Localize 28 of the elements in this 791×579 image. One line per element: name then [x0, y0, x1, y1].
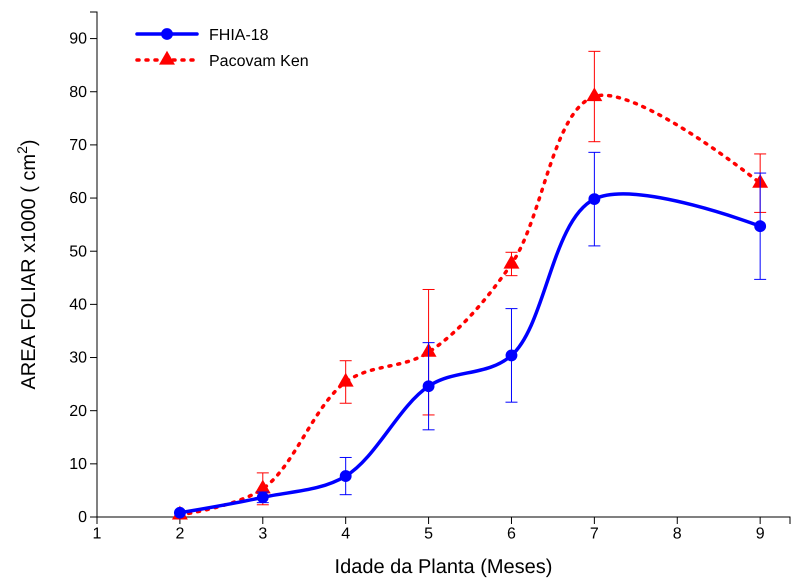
x-tick-label: 1 [92, 525, 102, 542]
y-tick-label: 30 [69, 350, 88, 367]
y-tick-label: 90 [69, 30, 88, 48]
x-tick-label: 5 [424, 525, 434, 542]
x-tick-label: 8 [672, 525, 682, 542]
point [422, 380, 434, 392]
x-tick-label: 6 [507, 525, 516, 542]
y-tick-label: 80 [69, 84, 88, 101]
point [340, 470, 352, 482]
point [586, 87, 602, 102]
y-tick-label: 0 [78, 509, 88, 526]
x-tick-label: 2 [175, 525, 184, 542]
point [504, 254, 520, 269]
legend-label: FHIA-18 [209, 27, 269, 44]
x-tick-label: 7 [590, 525, 599, 542]
y-tick-label: 20 [69, 402, 88, 420]
y-tick-label: 40 [69, 296, 88, 314]
x-tick-label: 9 [756, 525, 765, 542]
x-axis-title: Idade da Planta (Meses) [334, 556, 552, 578]
y-tick-label: 10 [69, 456, 88, 473]
y-tick-label: 70 [69, 137, 88, 154]
legend-label: Pacovam Ken [209, 53, 309, 70]
point [338, 372, 354, 387]
y-tick-label: 60 [69, 190, 88, 208]
y-tick-label: 50 [69, 243, 88, 260]
x-tick-label: 4 [341, 525, 350, 542]
point [506, 349, 518, 362]
x-tick-label: 3 [258, 525, 268, 542]
